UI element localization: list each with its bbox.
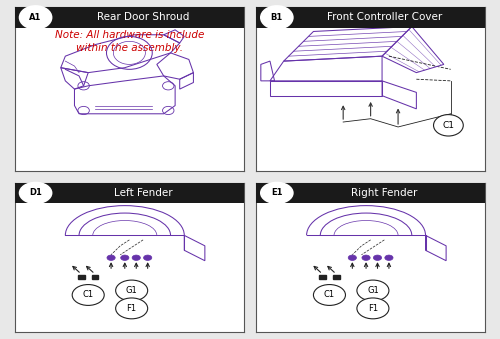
Circle shape <box>120 255 129 260</box>
Circle shape <box>374 255 382 260</box>
Text: Left Fender: Left Fender <box>114 188 172 198</box>
FancyBboxPatch shape <box>15 7 243 28</box>
Text: B1: B1 <box>270 13 283 22</box>
Bar <box>333 275 340 279</box>
Circle shape <box>357 298 389 319</box>
Circle shape <box>107 255 115 260</box>
Circle shape <box>357 280 389 301</box>
Circle shape <box>20 182 52 203</box>
Circle shape <box>314 284 346 305</box>
Text: F1: F1 <box>126 304 136 313</box>
Text: C1: C1 <box>324 291 335 299</box>
Bar <box>92 275 98 279</box>
Circle shape <box>72 284 104 305</box>
Text: Note: All hardware is include
within the assembly.: Note: All hardware is include within the… <box>54 30 204 53</box>
Text: E1: E1 <box>271 188 282 197</box>
Circle shape <box>385 255 393 260</box>
FancyBboxPatch shape <box>256 183 485 203</box>
Bar <box>319 275 326 279</box>
Text: C1: C1 <box>442 121 454 130</box>
Circle shape <box>20 6 52 29</box>
Text: Right Fender: Right Fender <box>351 188 418 198</box>
Circle shape <box>116 280 148 301</box>
Circle shape <box>132 255 140 260</box>
Text: G1: G1 <box>367 286 379 295</box>
Text: C1: C1 <box>82 291 94 299</box>
Circle shape <box>434 115 464 136</box>
Circle shape <box>348 255 356 260</box>
FancyBboxPatch shape <box>15 183 243 203</box>
Text: Front Controller Cover: Front Controller Cover <box>326 13 442 22</box>
Bar <box>78 275 85 279</box>
Text: Rear Door Shroud: Rear Door Shroud <box>97 13 190 22</box>
Text: F1: F1 <box>368 304 378 313</box>
Circle shape <box>362 255 370 260</box>
Text: A1: A1 <box>30 13 42 22</box>
Text: G1: G1 <box>126 286 138 295</box>
Circle shape <box>116 298 148 319</box>
Circle shape <box>261 182 293 203</box>
FancyBboxPatch shape <box>256 7 485 28</box>
Circle shape <box>144 255 152 260</box>
Text: D1: D1 <box>29 188 42 197</box>
Circle shape <box>261 6 293 29</box>
